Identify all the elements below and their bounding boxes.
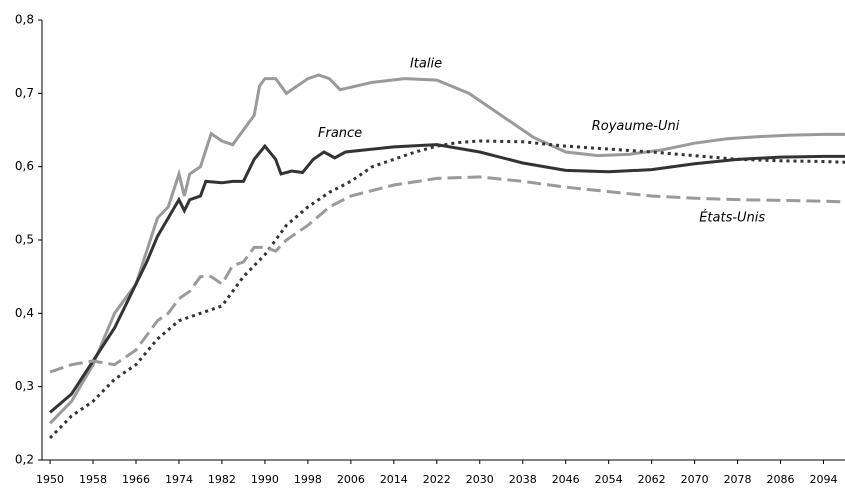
- y-tick-label: 0,6: [15, 159, 34, 173]
- series-label: Italie: [410, 57, 442, 72]
- x-tick-label: 2062: [638, 473, 666, 486]
- x-tick-label: 2006: [337, 473, 365, 486]
- y-tick-label: 0,7: [15, 86, 34, 100]
- x-tick-label: 2078: [724, 473, 752, 486]
- x-tick-label: 1966: [122, 473, 150, 486]
- y-tick-label: 0,8: [15, 13, 34, 27]
- y-tick-label: 0,4: [15, 306, 34, 320]
- x-tick-label: 2030: [466, 473, 494, 486]
- series-line: [49, 143, 845, 414]
- series-label: Royaume-Uni: [592, 119, 680, 134]
- x-tick-label: 2054: [595, 473, 623, 486]
- x-tick-label: 2038: [509, 473, 537, 486]
- y-tick-label: 0,2: [15, 453, 34, 467]
- x-tick-label: 2070: [681, 473, 709, 486]
- x-tick-label: 1998: [294, 473, 322, 486]
- series-line: [48, 73, 845, 425]
- x-tick-label: 1974: [165, 473, 193, 486]
- y-tick-label: 0,3: [15, 379, 34, 393]
- series-label: États-Unis: [699, 210, 765, 226]
- x-tick-label: 2086: [767, 473, 795, 486]
- x-tick-label: 1950: [36, 473, 64, 486]
- y-tick-label: 0,5: [15, 233, 34, 247]
- series-line: [49, 175, 845, 374]
- x-tick-label: 2022: [423, 473, 451, 486]
- x-tick-label: 1982: [208, 473, 236, 486]
- series-label: France: [318, 126, 362, 141]
- x-tick-label: 2094: [810, 473, 838, 486]
- x-tick-label: 1990: [251, 473, 279, 486]
- x-tick-label: 2046: [552, 473, 580, 486]
- series-line: [48, 139, 845, 440]
- x-tick-label: 2014: [380, 473, 408, 486]
- x-tick-label: 1958: [79, 473, 107, 486]
